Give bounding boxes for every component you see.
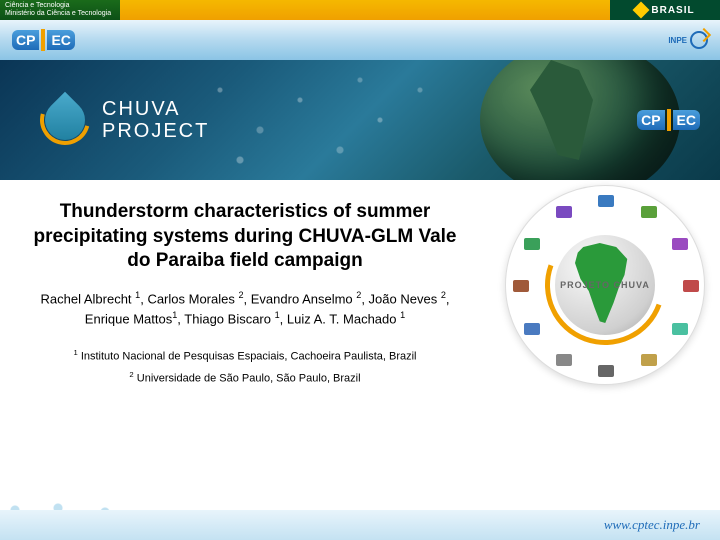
ministry-block: Ciência e Tecnologia Ministério da Ciênc… — [0, 0, 120, 20]
affiliations: 1 Instituto Nacional de Pesquisas Espaci… — [30, 346, 460, 389]
cptec-cp: CP — [12, 30, 39, 50]
partner-logo — [672, 323, 688, 335]
banner-line1: CHUVA — [102, 98, 209, 120]
droplets-texture — [200, 60, 480, 180]
ministry-line1: Ciência e Tecnologia — [5, 2, 69, 9]
brasil-label: BRASIL — [651, 5, 694, 16]
partner-logo — [598, 195, 614, 207]
partner-logo — [524, 323, 540, 335]
partner-logo — [672, 238, 688, 250]
droplet-icon — [40, 95, 90, 145]
authors-list: Rachel Albrecht 1, Carlos Morales 2, Eva… — [30, 289, 460, 328]
flag-icon — [633, 2, 650, 19]
gov-top-bar: Ciência e Tecnologia Ministério da Ciênc… — [0, 0, 720, 20]
globe-icon: PROJETO CHUVA — [555, 235, 655, 335]
partner-logo — [513, 280, 529, 292]
footer-bar: www.cptec.inpe.br — [0, 510, 720, 540]
partner-logo — [556, 206, 572, 218]
cptec-bar-icon — [667, 109, 671, 131]
partner-logo — [683, 280, 699, 292]
partner-logo — [641, 206, 657, 218]
partner-logo — [524, 238, 540, 250]
projeto-chuva-label: PROJETO CHUVA — [555, 280, 655, 290]
gov-stripe — [120, 0, 610, 20]
cptec-ec: EC — [673, 110, 700, 130]
brasil-block: BRASIL — [610, 0, 720, 20]
inpe-label: INPE — [668, 36, 687, 45]
partner-logo — [641, 354, 657, 366]
partner-logo — [556, 354, 572, 366]
swirl-icon — [690, 31, 708, 49]
hero-banner: CHUVA PROJECT CP EC — [0, 60, 720, 180]
partner-logo — [598, 365, 614, 377]
chuva-project-logo: CHUVA PROJECT — [40, 95, 209, 145]
cptec-ec: EC — [47, 30, 74, 50]
cptec-logo-left: CP EC — [12, 29, 75, 51]
ministry-line2: Ministério da Ciência e Tecnologia — [5, 10, 111, 17]
projeto-chuva-badge: PROJETO CHUVA — [505, 185, 705, 385]
slide-content: Thunderstorm characteristics of summer p… — [0, 180, 720, 490]
slide-title: Thunderstorm characteristics of summer p… — [30, 200, 460, 274]
cptec-logo-right: CP EC — [637, 109, 700, 131]
cptec-cp: CP — [637, 110, 664, 130]
header-logo-bar: CP EC INPE — [0, 20, 720, 60]
inpe-logo: INPE — [668, 31, 708, 49]
cptec-bar-icon — [41, 29, 45, 51]
banner-line2: PROJECT — [102, 120, 209, 142]
footer-url: www.cptec.inpe.br — [604, 517, 700, 533]
chuva-text: CHUVA PROJECT — [102, 98, 209, 142]
